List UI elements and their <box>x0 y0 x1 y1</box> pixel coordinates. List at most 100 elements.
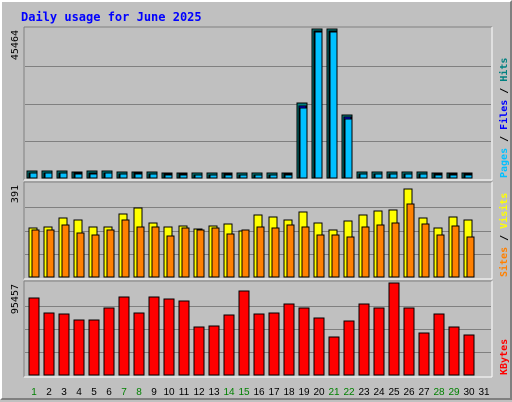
x-tick-label-day-16: 16 <box>253 387 265 398</box>
kbytes-bar-kbytes-day-25 <box>388 282 400 376</box>
visits-sites-bar-sites-day-26 <box>406 203 415 278</box>
x-tick-label-day-5: 5 <box>91 387 97 398</box>
hits-files-pages-bar-pages-day-5 <box>89 173 98 179</box>
visits-sites-bar-sites-day-27 <box>421 223 430 278</box>
hits-files-pages-bar-pages-day-19 <box>299 107 308 179</box>
chart-title: Daily usage for June 2025 <box>21 10 202 24</box>
kbytes-bar-kbytes-day-16 <box>253 313 265 376</box>
hits-files-pages-bar-pages-day-9 <box>149 173 158 179</box>
visits-sites-bar-sites-day-28 <box>436 234 445 278</box>
kbytes-bar-kbytes-day-24 <box>373 307 385 376</box>
kbytes-bar-kbytes-day-9 <box>148 296 160 376</box>
x-tick-label-day-26: 26 <box>403 387 415 398</box>
hits-files-pages-series-label-part-0: Pages <box>499 148 510 178</box>
kbytes-bar-kbytes-day-11 <box>178 300 190 376</box>
x-tick-label-day-23: 23 <box>358 387 370 398</box>
hits-files-pages-bar-pages-day-16 <box>254 174 263 179</box>
kbytes-bar-kbytes-day-10 <box>163 298 175 376</box>
kbytes-bar-kbytes-day-19 <box>298 307 310 376</box>
kbytes-bar-kbytes-day-30 <box>463 334 475 376</box>
kbytes-bar-kbytes-day-17 <box>268 312 280 376</box>
visits-sites-bar-sites-day-16 <box>256 226 265 278</box>
hits-files-pages-bar-pages-day-6 <box>104 172 113 179</box>
kbytes-bar-kbytes-day-29 <box>448 326 460 376</box>
x-tick-label-day-28: 28 <box>433 387 445 398</box>
visits-sites-bar-sites-day-30 <box>466 236 475 278</box>
hits-files-pages-bar-pages-day-14 <box>224 174 233 179</box>
kbytes-bar-kbytes-day-20 <box>313 317 325 376</box>
hits-files-pages-bar-pages-day-3 <box>59 172 68 179</box>
kbytes-bar-kbytes-day-1 <box>28 297 40 376</box>
x-tick-label-day-11: 11 <box>179 387 190 398</box>
hits-files-pages-bar-pages-day-26 <box>404 173 413 179</box>
kbytes-bar-kbytes-day-28 <box>433 313 445 376</box>
x-tick-label-day-30: 30 <box>463 387 475 398</box>
hits-files-pages-bar-pages-day-25 <box>389 173 398 179</box>
hits-files-pages-max-label: 45464 <box>10 30 21 60</box>
kbytes-bar-kbytes-day-21 <box>328 336 340 376</box>
visits-sites-bar-sites-day-3 <box>61 224 70 278</box>
visits-sites-bar-sites-day-29 <box>451 225 460 278</box>
x-tick-label-day-2: 2 <box>46 387 52 398</box>
x-tick-label-day-25: 25 <box>388 387 400 398</box>
kbytes-series-label: KBytes <box>499 339 510 375</box>
x-tick-label-day-6: 6 <box>106 387 112 398</box>
visits-sites-bar-sites-day-11 <box>181 227 190 278</box>
kbytes-panel: 95457 KBytes <box>10 280 510 378</box>
hits-files-pages-plot-area <box>24 27 492 180</box>
kbytes-bar-kbytes-day-2 <box>43 312 55 376</box>
visits-sites-bar-sites-day-17 <box>271 227 280 278</box>
hits-files-pages-bar-pages-day-28 <box>434 174 443 179</box>
x-tick-label-day-7: 7 <box>121 387 127 398</box>
hits-files-pages-series-label-part-2: Files <box>498 100 510 130</box>
visits-sites-bar-sites-day-7 <box>121 219 130 278</box>
visits-sites-bar-sites-day-6 <box>106 229 115 278</box>
visits-sites-bar-sites-day-22 <box>346 236 355 278</box>
x-tick-label-day-15: 15 <box>238 387 250 398</box>
hits-files-pages-bar-pages-day-20 <box>314 31 323 179</box>
visits-sites-bar-sites-day-10 <box>166 235 175 278</box>
kbytes-bar-kbytes-day-12 <box>193 326 205 376</box>
hits-files-pages-bar-pages-day-15 <box>239 174 248 179</box>
hits-files-pages-bar-pages-day-12 <box>194 174 203 179</box>
hits-files-pages-bar-pages-day-8 <box>134 173 143 179</box>
visits-sites-bar-sites-day-18 <box>286 224 295 278</box>
x-tick-label-day-8: 8 <box>136 387 142 398</box>
visits-sites-bar-sites-day-19 <box>301 226 310 278</box>
hits-files-pages-series-label-part-4: Hits <box>498 58 510 82</box>
kbytes-bar-kbytes-day-7 <box>118 296 130 376</box>
visits-sites-series-label: Sites / Visits <box>498 193 510 277</box>
visits-sites-bar-sites-day-4 <box>76 232 85 278</box>
kbytes-bar-kbytes-day-8 <box>133 312 145 376</box>
x-tick-label-day-22: 22 <box>343 387 355 398</box>
kbytes-bar-kbytes-day-15 <box>238 290 250 376</box>
kbytes-series-label-part-0: KBytes <box>499 339 510 375</box>
hits-files-pages-bar-pages-day-11 <box>179 174 188 179</box>
kbytes-bar-kbytes-day-22 <box>343 320 355 376</box>
hits-files-pages-bar-pages-day-4 <box>74 173 83 179</box>
visits-sites-bar-sites-day-2 <box>46 229 55 278</box>
visits-sites-max-label: 391 <box>10 185 21 203</box>
x-tick-label-day-19: 19 <box>298 387 310 398</box>
x-tick-label-day-10: 10 <box>163 387 175 398</box>
visits-sites-bar-sites-day-20 <box>316 234 325 278</box>
hits-files-pages-bar-pages-day-24 <box>374 173 383 179</box>
hits-files-pages-series-label: Pages / Files / Hits <box>498 58 510 178</box>
hits-files-pages-bar-pages-day-30 <box>464 174 473 179</box>
hits-files-pages-bar-pages-day-23 <box>359 173 368 179</box>
x-tick-label-day-14: 14 <box>223 387 235 398</box>
visits-sites-bar-sites-day-8 <box>136 226 145 278</box>
visits-sites-bar-sites-day-1 <box>31 229 40 278</box>
x-tick-label-day-31: 31 <box>478 387 490 398</box>
x-tick-label-day-1: 1 <box>31 387 37 398</box>
visits-sites-bar-sites-day-12 <box>196 229 205 278</box>
hits-files-pages-bar-pages-day-27 <box>419 173 428 179</box>
hits-files-pages-bar-pages-day-22 <box>344 118 353 179</box>
kbytes-bar-kbytes-day-23 <box>358 303 370 376</box>
hits-files-pages-bar-pages-day-29 <box>449 174 458 179</box>
visits-sites-bar-sites-day-21 <box>331 234 340 278</box>
x-tick-label-day-18: 18 <box>283 387 295 398</box>
kbytes-bar-kbytes-day-13 <box>208 325 220 376</box>
x-tick-label-day-12: 12 <box>193 387 205 398</box>
visits-sites-series-label-part-2: Visits <box>498 193 510 229</box>
